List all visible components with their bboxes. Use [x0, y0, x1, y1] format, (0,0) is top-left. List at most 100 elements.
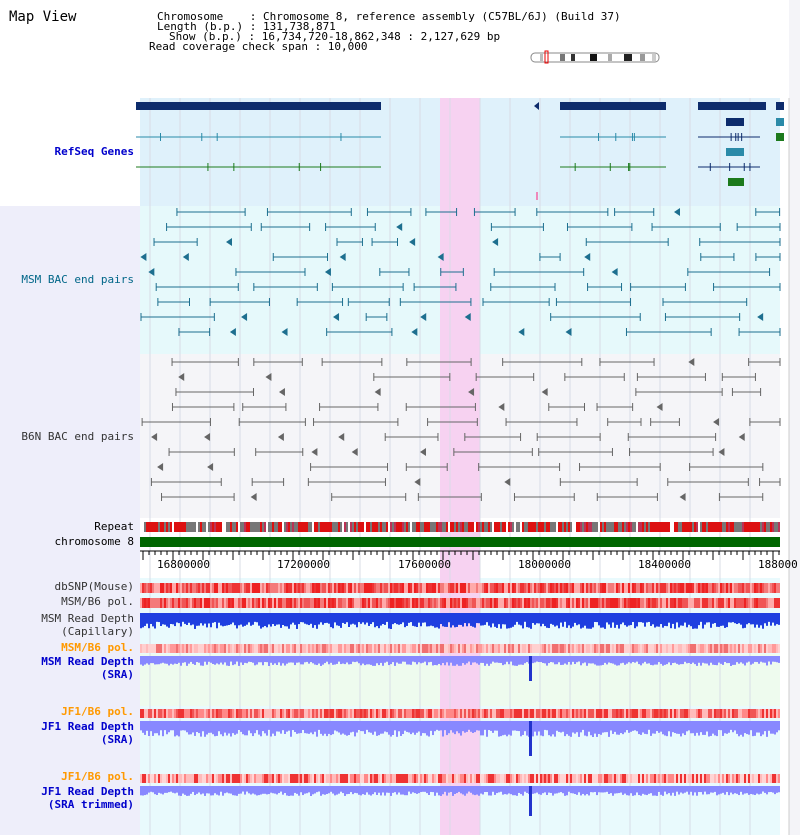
read-depth-bar — [568, 786, 570, 792]
read-depth-bar — [560, 656, 562, 665]
read-depth-bar — [270, 786, 272, 793]
read-depth-bar — [676, 721, 678, 734]
read-depth-bar — [474, 656, 476, 663]
read-depth-bar — [702, 786, 704, 795]
read-depth-bar — [600, 613, 602, 628]
read-depth-bar — [548, 721, 550, 736]
read-depth-bar — [304, 721, 306, 734]
read-depth-bar — [364, 613, 366, 625]
polymorphism-cell — [480, 598, 482, 608]
repeat-element — [500, 522, 502, 532]
repeat-element — [184, 522, 186, 532]
polymorphism-cell — [370, 644, 372, 653]
read-depth-bar — [252, 721, 254, 737]
read-depth-bar — [566, 786, 568, 796]
polymorphism-cell — [556, 709, 558, 718]
polymorphism-cell — [612, 644, 614, 653]
snp-density-cell — [548, 583, 550, 593]
read-depth-bar — [178, 613, 180, 624]
read-depth-bar — [558, 613, 560, 629]
repeat-element — [276, 522, 278, 532]
track-label-msm-bac[interactable]: MSM BAC end pairs — [21, 273, 134, 286]
polymorphism-cell — [540, 774, 542, 783]
polymorphism-cell — [258, 644, 260, 653]
polymorphism-cell — [352, 774, 354, 783]
polymorphism-cell — [142, 598, 144, 608]
polymorphism-cell — [378, 598, 380, 608]
track-label-msm-b6-pol[interactable]: MSM/B6 pol. — [61, 595, 134, 608]
repeat-element — [358, 522, 360, 532]
read-depth-bar — [590, 613, 592, 629]
polymorphism-cell — [534, 598, 536, 608]
polymorphism-cell — [614, 644, 616, 653]
polymorphism-cell — [448, 598, 450, 608]
repeat-element — [542, 522, 544, 532]
read-depth-bar — [588, 786, 590, 796]
polymorphism-cell — [254, 709, 256, 718]
read-depth-bar — [764, 613, 766, 624]
snp-density-cell — [140, 583, 142, 593]
track-label-dbsnp[interactable]: dbSNP(Mouse) — [54, 580, 134, 593]
read-depth-bar — [380, 721, 382, 734]
track-label-refseq[interactable]: RefSeq Genes — [54, 145, 134, 158]
polymorphism-cell — [662, 774, 664, 783]
track-label-b6n-bac[interactable]: B6N BAC end pairs — [21, 430, 134, 443]
read-depth-bar — [534, 656, 536, 663]
read-depth-bar — [440, 656, 442, 666]
polymorphism-cell — [620, 598, 622, 608]
polymorphism-cell — [726, 598, 728, 608]
polymorphism-cell — [268, 774, 270, 783]
read-depth-bar — [704, 721, 706, 735]
polymorphism-cell — [746, 598, 748, 608]
track-label-msm-depth-sra[interactable]: MSM Read Depth — [41, 655, 134, 668]
polymorphism-cell — [642, 774, 644, 783]
polymorphism-cell — [626, 644, 628, 653]
polymorphism-cell — [546, 709, 548, 718]
read-depth-bar — [544, 613, 546, 627]
read-depth-bar — [710, 786, 712, 793]
polymorphism-cell — [680, 644, 682, 653]
track-label-repeat[interactable]: Repeat — [94, 520, 134, 533]
read-depth-bar — [308, 721, 310, 734]
snp-density-cell — [538, 583, 540, 593]
read-depth-bar — [576, 656, 578, 663]
polymorphism-cell — [168, 644, 170, 653]
read-depth-bar — [648, 656, 650, 664]
track-label-jf1-depth-trimmed[interactable]: JF1 Read Depth — [41, 785, 134, 798]
polymorphism-cell — [760, 774, 762, 783]
polymorphism-cell — [502, 774, 504, 783]
polymorphism-cell — [470, 644, 472, 653]
track-label-jf1-b6-pol-2[interactable]: JF1/B6 pol. — [61, 770, 134, 783]
read-depth-bar — [490, 613, 492, 628]
track-label-jf1-b6-pol[interactable]: JF1/B6 pol. — [61, 705, 134, 718]
polymorphism-cell — [672, 709, 674, 718]
read-depth-bar — [354, 786, 356, 793]
polymorphism-cell — [720, 709, 722, 718]
read-depth-bar — [480, 613, 482, 626]
track-label-msm-b6-pol-sra[interactable]: MSM/B6 pol. — [61, 641, 134, 654]
snp-density-cell — [200, 583, 202, 593]
track-label-jf1-depth-sra[interactable]: JF1 Read Depth — [41, 720, 134, 733]
read-depth-bar — [552, 613, 554, 625]
polymorphism-cell — [718, 709, 720, 718]
read-depth-bar — [640, 613, 642, 623]
polymorphism-cell — [340, 598, 342, 608]
read-depth-bar — [280, 786, 282, 792]
repeat-element — [510, 522, 512, 532]
read-depth-bar — [760, 656, 762, 662]
track-label-chromosome[interactable]: chromosome 8 — [54, 535, 134, 548]
read-depth-bar — [178, 656, 180, 663]
read-depth-bar — [750, 613, 752, 625]
read-depth-bar — [256, 613, 258, 623]
polymorphism-cell — [576, 598, 578, 608]
read-depth-bar — [540, 721, 542, 736]
polymorphism-cell — [236, 709, 238, 718]
repeat-element — [536, 522, 538, 532]
read-depth-bar — [484, 721, 486, 730]
polymorphism-cell — [274, 709, 276, 718]
repeat-element — [774, 522, 776, 532]
polymorphism-cell — [686, 644, 688, 653]
snp-density-cell — [196, 583, 198, 593]
track-label-msm-depth-capillary[interactable]: MSM Read Depth — [41, 612, 134, 625]
